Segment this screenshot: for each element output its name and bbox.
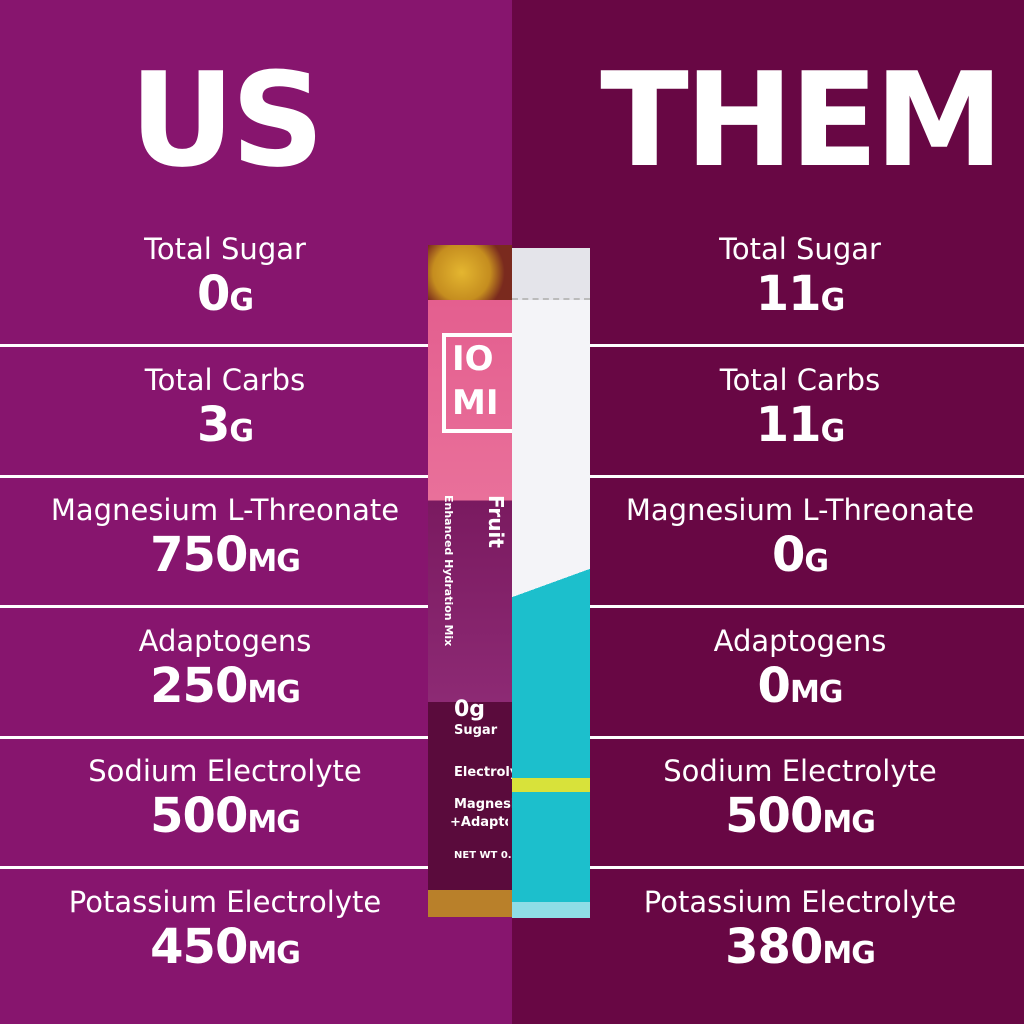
value-number: 500 <box>725 788 823 844</box>
value-unit: G <box>820 283 846 318</box>
packet-crimp <box>512 248 590 300</box>
value-unit: MG <box>789 674 843 710</box>
value-number: 11 <box>755 266 822 322</box>
them-row-label: Sodium Electrolyte <box>663 754 937 788</box>
competitor-packet <box>512 248 590 918</box>
us-panel <box>0 0 512 1024</box>
value-number: 380 <box>725 918 823 975</box>
us-row-label: Adaptogens <box>138 623 312 658</box>
them-row-value: 0MG <box>575 658 1024 721</box>
them-row: Adaptogens 0MG <box>575 624 1024 721</box>
packet-net-weight: NET WT 0.2 <box>454 850 512 861</box>
value-unit: G <box>229 283 254 318</box>
packet-bottom <box>512 902 590 918</box>
packet-stripe <box>512 778 590 792</box>
brand-logo: IO MI <box>442 333 512 433</box>
packet-sugar-label: Sugar <box>454 723 498 738</box>
them-row-label: Magnesium L-Threonate <box>625 493 975 527</box>
packet-magnesium: Magnesium <box>454 797 512 812</box>
value-unit: MG <box>822 805 875 840</box>
row-divider <box>590 344 1024 347</box>
us-row-value: 3G <box>0 397 450 460</box>
them-row: Potassium Electrolyte 380MG <box>575 885 1024 982</box>
value-number: 0 <box>757 657 791 714</box>
row-divider <box>0 474 430 478</box>
them-panel <box>512 0 1024 1024</box>
us-row: Total Carbs 3G <box>0 363 450 460</box>
them-row: Magnesium L-Threonate 0G <box>575 493 1024 590</box>
packet-sugar-value: 0g <box>454 697 486 722</box>
product-packet: IO MI Fruit Enhanced Hydration Mix 0g Su… <box>428 245 512 917</box>
row-divider <box>0 344 430 347</box>
them-row: Total Carbs 11G <box>575 363 1024 460</box>
us-row: Magnesium L-Threonate 750MG <box>0 493 450 590</box>
us-row-label: Magnesium L-Threonate <box>50 493 400 527</box>
them-row-label: Total Carbs <box>719 362 881 397</box>
them-row-label: Potassium Electrolyte <box>643 884 957 919</box>
them-row: Sodium Electrolyte 500MG <box>575 754 1024 851</box>
them-row: Total Sugar 11G <box>575 232 1024 329</box>
us-row-value: 750MG <box>0 527 450 590</box>
packet-subtitle: Enhanced Hydration Mix <box>442 495 455 647</box>
value-number: 250 <box>150 657 248 714</box>
them-row-label: Total Sugar <box>719 232 881 266</box>
them-row-value: 11G <box>575 397 1024 460</box>
them-row-label: Adaptogens <box>713 623 887 658</box>
packet-flavor: Fruit <box>484 495 508 548</box>
row-divider <box>0 735 430 739</box>
us-row: Potassium Electrolyte 450MG <box>0 885 450 982</box>
value-unit: MG <box>247 805 300 840</box>
them-row-value: 500MG <box>575 788 1024 851</box>
us-row-value: 450MG <box>0 919 450 982</box>
them-row-value: 11G <box>575 266 1024 329</box>
value-unit: G <box>804 544 829 579</box>
us-row-label: Total Carbs <box>144 362 306 397</box>
passion-fruit-image <box>428 245 512 300</box>
value-number: 0 <box>771 527 805 583</box>
us-row: Total Sugar 0G <box>0 232 450 329</box>
us-row-label: Sodium Electrolyte <box>88 754 362 788</box>
them-heading: THEM <box>600 44 1004 196</box>
us-row-value: 0G <box>0 266 450 329</box>
row-divider <box>590 735 1024 739</box>
row-divider <box>590 605 1024 608</box>
value-number: 450 <box>150 918 248 975</box>
row-divider <box>0 866 430 869</box>
them-row-value: 0G <box>575 527 1024 590</box>
row-divider <box>0 605 430 608</box>
us-row-label: Total Sugar <box>144 232 306 266</box>
value-number: 0 <box>196 266 230 322</box>
value-unit: MG <box>247 935 300 971</box>
value-unit: G <box>820 413 846 449</box>
value-number: 3 <box>196 396 230 453</box>
us-row: Adaptogens 250MG <box>0 624 450 721</box>
us-row: Sodium Electrolyte 500MG <box>0 754 450 851</box>
value-number: 11 <box>755 396 822 453</box>
value-unit: MG <box>247 544 300 579</box>
packet-adaptogens: +Adaptogens <box>450 815 508 830</box>
value-unit: MG <box>822 935 875 971</box>
us-row-label: Potassium Electrolyte <box>68 884 382 919</box>
value-unit: MG <box>247 674 300 710</box>
value-number: 750 <box>150 527 248 583</box>
value-number: 500 <box>150 788 248 844</box>
them-row-value: 380MG <box>575 919 1024 982</box>
row-divider <box>590 866 1024 869</box>
us-heading: US <box>129 44 324 196</box>
packet-electrolytes: Electrolytes <box>454 765 512 780</box>
row-divider <box>590 474 1024 478</box>
value-unit: G <box>229 413 254 449</box>
us-row-value: 500MG <box>0 788 450 851</box>
us-row-value: 250MG <box>0 658 450 721</box>
